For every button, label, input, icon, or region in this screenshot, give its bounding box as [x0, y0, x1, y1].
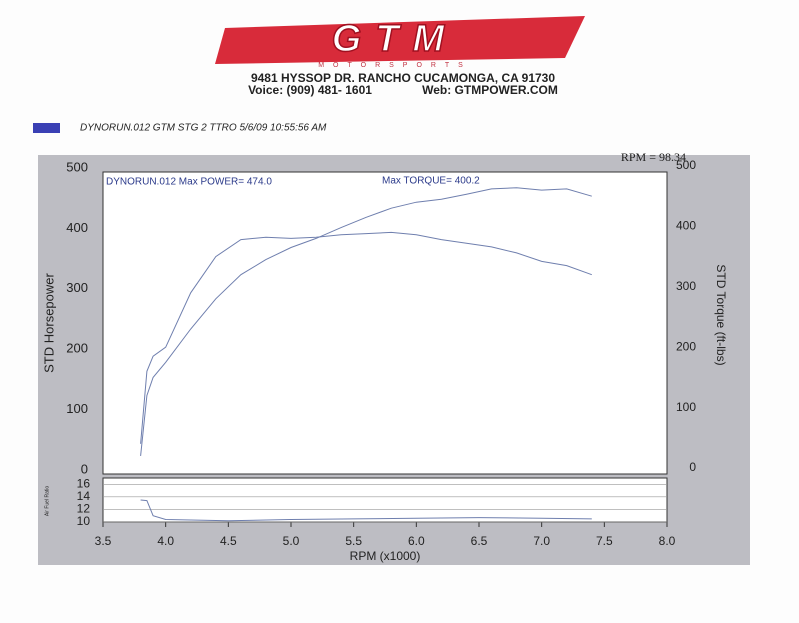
y2-tick-label: 200 — [676, 339, 696, 353]
y-tick-label: 10 — [77, 514, 91, 528]
y-tick-label: 0 — [81, 461, 88, 476]
y-tick-label: 300 — [66, 280, 88, 295]
y-tick-label: 14 — [77, 489, 91, 503]
y-tick-label: 400 — [66, 220, 88, 235]
y2-tick-label: 0 — [689, 460, 696, 474]
legend-swatch — [33, 123, 60, 133]
x-tick-label: 4.0 — [157, 534, 174, 548]
y-tick-label: 100 — [66, 401, 88, 416]
x-tick-label: 5.0 — [283, 534, 300, 548]
y2-tick-label: 100 — [676, 400, 696, 414]
series-line — [140, 499, 592, 522]
y-axis-label: STD Horsepower — [41, 272, 56, 372]
x-tick-label: 6.0 — [408, 534, 425, 548]
plot-area — [102, 171, 668, 475]
rpm-readout: RPM = 98.34 — [621, 150, 686, 164]
address: 9481 HYSSOP DR. RANCHO CUCAMONGA, CA 917… — [251, 71, 555, 85]
y-tick-label: 12 — [77, 502, 91, 516]
logo-subtext: MOTORSPORTS — [318, 62, 472, 69]
series-line — [140, 231, 592, 444]
x-axis-label: RPM (x1000) — [350, 549, 421, 563]
y2-axis-label: STD Torque (ft-lbs) — [714, 264, 728, 365]
x-tick-label: 3.5 — [95, 534, 112, 548]
afr-axis-label: Air Fuel Ratio — [44, 486, 50, 517]
x-tick-label: 4.5 — [220, 534, 237, 548]
afr-plot-area — [102, 477, 668, 523]
annotation: DYNORUN.012 Max POWER= 474.0 — [106, 177, 272, 188]
x-tick-label: 7.0 — [533, 534, 550, 548]
x-tick-label: 8.0 — [659, 534, 676, 548]
legend-label: DYNORUN.012 GTM STG 2 TTRO 5/6/09 10:55:… — [80, 123, 327, 134]
logo-text: GTM — [332, 18, 458, 60]
y2-tick-label: 400 — [676, 219, 696, 233]
y2-tick-label: 300 — [676, 279, 696, 293]
annotation: Max TORQUE= 400.2 — [382, 176, 480, 187]
series-line — [140, 187, 592, 456]
y-tick-label: 200 — [66, 341, 88, 356]
logo-band — [215, 16, 585, 64]
x-tick-label: 6.5 — [471, 534, 488, 548]
y-tick-label: 500 — [66, 159, 88, 174]
web: Web: GTMPOWER.COM — [422, 83, 558, 97]
y2-tick-label: 500 — [676, 158, 696, 172]
voice: Voice: (909) 481- 1601 — [248, 83, 372, 97]
y-tick-label: 16 — [77, 476, 91, 490]
x-tick-label: 7.5 — [596, 534, 613, 548]
x-tick-label: 5.5 — [345, 534, 362, 548]
